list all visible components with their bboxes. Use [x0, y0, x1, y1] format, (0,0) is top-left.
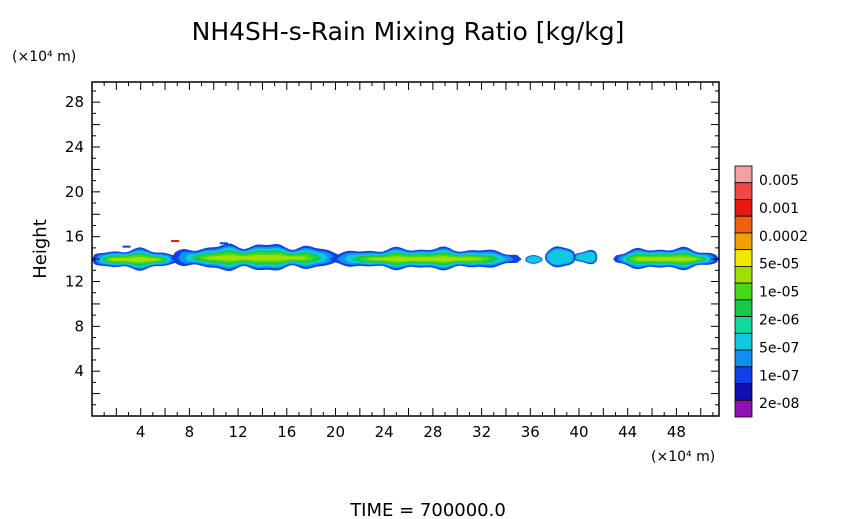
y-axis-label: Height	[30, 219, 51, 279]
colorbar-swatch	[734, 182, 753, 200]
plot-frame	[91, 81, 720, 417]
colorbar-label: 2e-08	[759, 396, 799, 412]
colorbar-swatch	[734, 332, 753, 351]
colorbar-swatch	[734, 282, 753, 301]
colorbar-label: 2e-06	[759, 313, 799, 329]
field-fragment	[122, 245, 131, 248]
plot-data-layer	[92, 240, 719, 271]
colorbar-swatch	[734, 165, 753, 184]
x-tick-label: 32	[472, 423, 491, 441]
colorbar-label: 1e-05	[759, 285, 799, 301]
x-unit-label: (×10⁴ m)	[651, 449, 715, 465]
y-tick-label: 8	[74, 317, 84, 335]
field-band-1-level-5	[109, 257, 161, 263]
colorbar-swatch	[734, 366, 753, 384]
x-tick-label: 16	[277, 423, 296, 441]
y-unit-label: (×10⁴ m)	[12, 49, 76, 65]
field-band-4-level-2	[526, 256, 542, 263]
x-tick-label: 20	[326, 423, 345, 441]
x-tick-label: 36	[521, 423, 540, 441]
field-band-6-level-2	[576, 252, 596, 263]
colorbar-label: 0.005	[759, 173, 799, 189]
colorbar-label: 5e-07	[759, 340, 799, 356]
field-band-2-level-5	[205, 255, 308, 261]
x-tick-label: 40	[569, 423, 588, 441]
x-tick-label: 28	[423, 423, 442, 441]
time-footer: TIME = 700000.0	[349, 500, 506, 519]
field-band-3-level-5	[367, 256, 484, 262]
colorbar-swatch	[734, 383, 753, 401]
x-tick-label: 44	[618, 423, 637, 441]
colorbar-swatch	[734, 232, 753, 251]
chart-title: NH4SH-s-Rain Mixing Ratio [kg/kg]	[192, 17, 625, 46]
colorbar: 0.005 0.001 0.0002 5e-05 1e-05 2e-06 5e-07 1e-0…	[734, 165, 808, 418]
y-tick-label: 24	[65, 138, 84, 156]
colorbar-swatch	[734, 249, 753, 267]
y-tick-label: 20	[65, 183, 84, 201]
y-tick-label: 16	[65, 228, 84, 246]
x-tick-label: 24	[375, 423, 394, 441]
colorbar-swatch	[734, 349, 753, 368]
colorbar-label: 5e-05	[759, 257, 799, 273]
y-tick-label: 4	[74, 362, 84, 380]
x-tick-label: 4	[136, 423, 146, 441]
field-fragment	[219, 242, 228, 245]
colorbar-swatch	[734, 299, 753, 318]
colorbar-swatch	[734, 215, 753, 234]
colorbar-swatch	[734, 399, 753, 418]
field-band-7-level-5	[634, 256, 698, 262]
field-band-5-level-2	[547, 249, 573, 265]
colorbar-label: 0.0002	[759, 229, 808, 245]
colorbar-swatch	[734, 316, 753, 334]
colorbar-label: 0.001	[759, 201, 799, 217]
colorbar-label: 1e-07	[759, 368, 799, 384]
y-tick-label: 12	[65, 273, 84, 291]
field-fragment	[171, 240, 180, 243]
colorbar-swatch	[734, 265, 753, 284]
colorbar-swatch	[734, 199, 753, 217]
x-tick-label: 8	[185, 423, 195, 441]
x-tick-label: 48	[667, 423, 686, 441]
y-tick-label: 28	[65, 93, 84, 111]
x-tick-label: 12	[229, 423, 248, 441]
